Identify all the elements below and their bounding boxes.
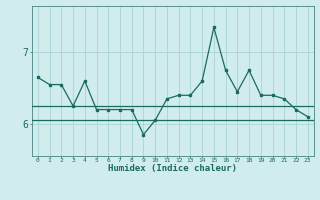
X-axis label: Humidex (Indice chaleur): Humidex (Indice chaleur): [108, 164, 237, 173]
